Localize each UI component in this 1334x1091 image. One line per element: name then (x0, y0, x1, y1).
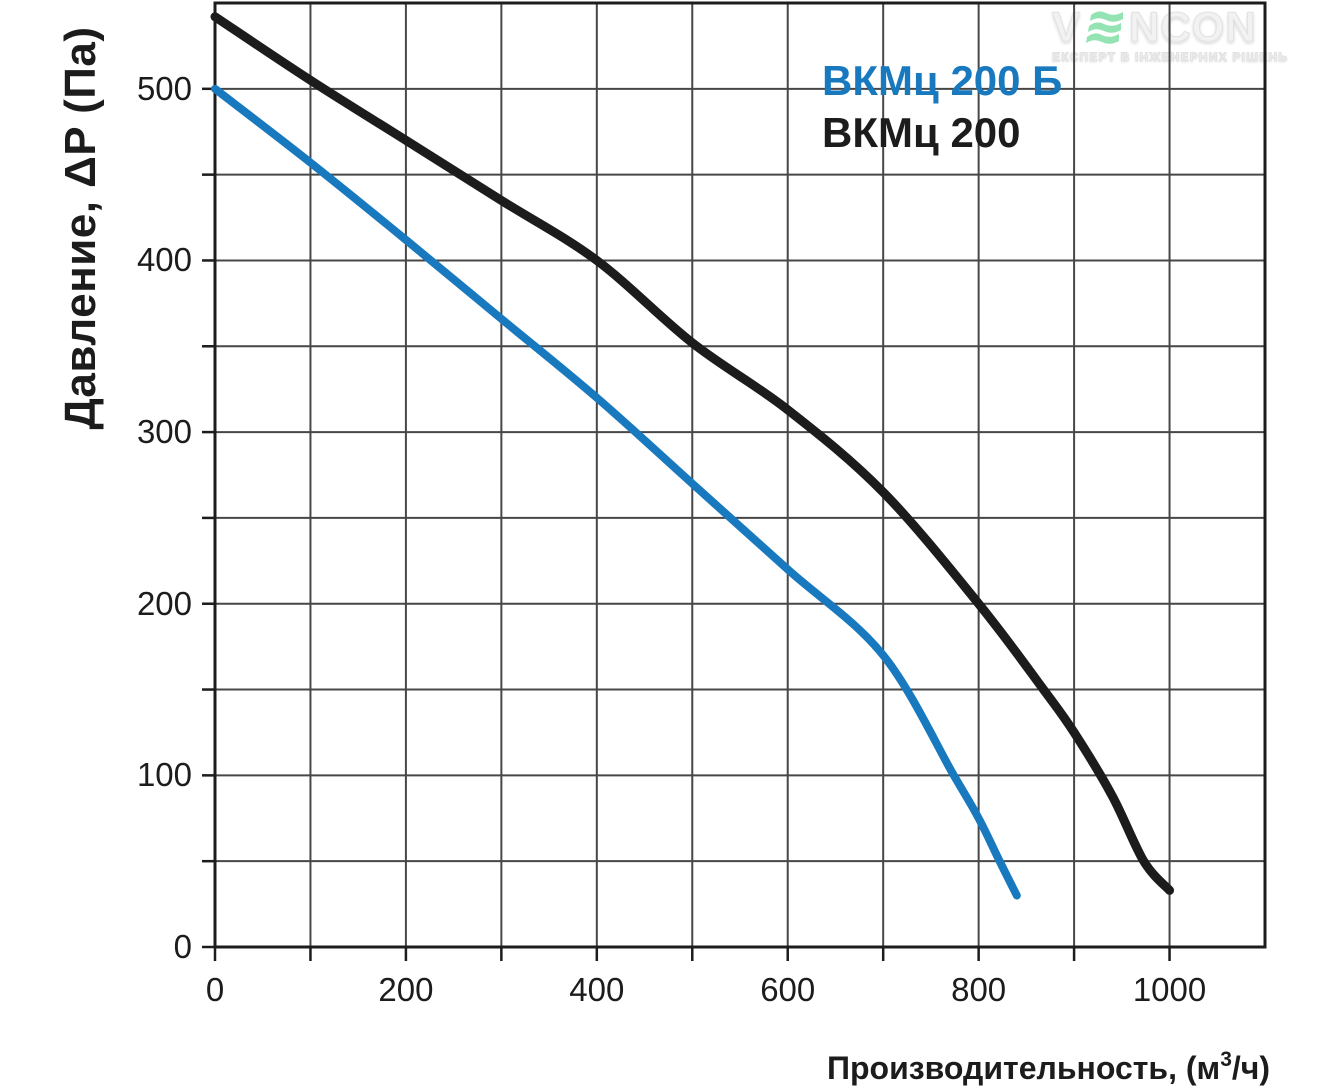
y-tick-label: 100 (136, 756, 192, 794)
x-axis-title: Производительность, (м3/ч) (826, 1048, 1270, 1087)
x-tick-label: 200 (378, 971, 434, 1008)
vencon-logo-text: V NCON (1051, 3, 1288, 50)
y-tick-label: 200 (136, 584, 192, 622)
y-tick-label: 0 (173, 928, 192, 965)
x-tick-label: 800 (951, 971, 1007, 1008)
y-tick-label: 500 (136, 69, 192, 107)
y-tick-label: 300 (136, 413, 192, 451)
vencon-logo-suffix: NCON (1129, 3, 1257, 50)
curve-vkmc-200 (210, 12, 1175, 895)
curve-vkmc-200-b (211, 84, 1021, 900)
legend-label-vkmc-200: ВКМц 200 (822, 109, 1021, 156)
vencon-logo-icon (1086, 11, 1124, 44)
x-axis-title-end: /ч) (1231, 1050, 1270, 1086)
x-tick-label: 400 (569, 971, 625, 1008)
vencon-logo-prefix: V (1051, 3, 1082, 50)
y-tick-label: 400 (136, 241, 192, 279)
x-tick-label: 0 (205, 971, 225, 1008)
legend-label-vkmc-200-b: ВКМц 200 Б (822, 57, 1063, 104)
x-tick-label: 600 (760, 971, 816, 1008)
x-axis-title-main: Производительность, (м (826, 1050, 1221, 1086)
x-tick-label: 1000 (1132, 971, 1207, 1008)
x-axis-title-superscript: 3 (1220, 1048, 1232, 1071)
